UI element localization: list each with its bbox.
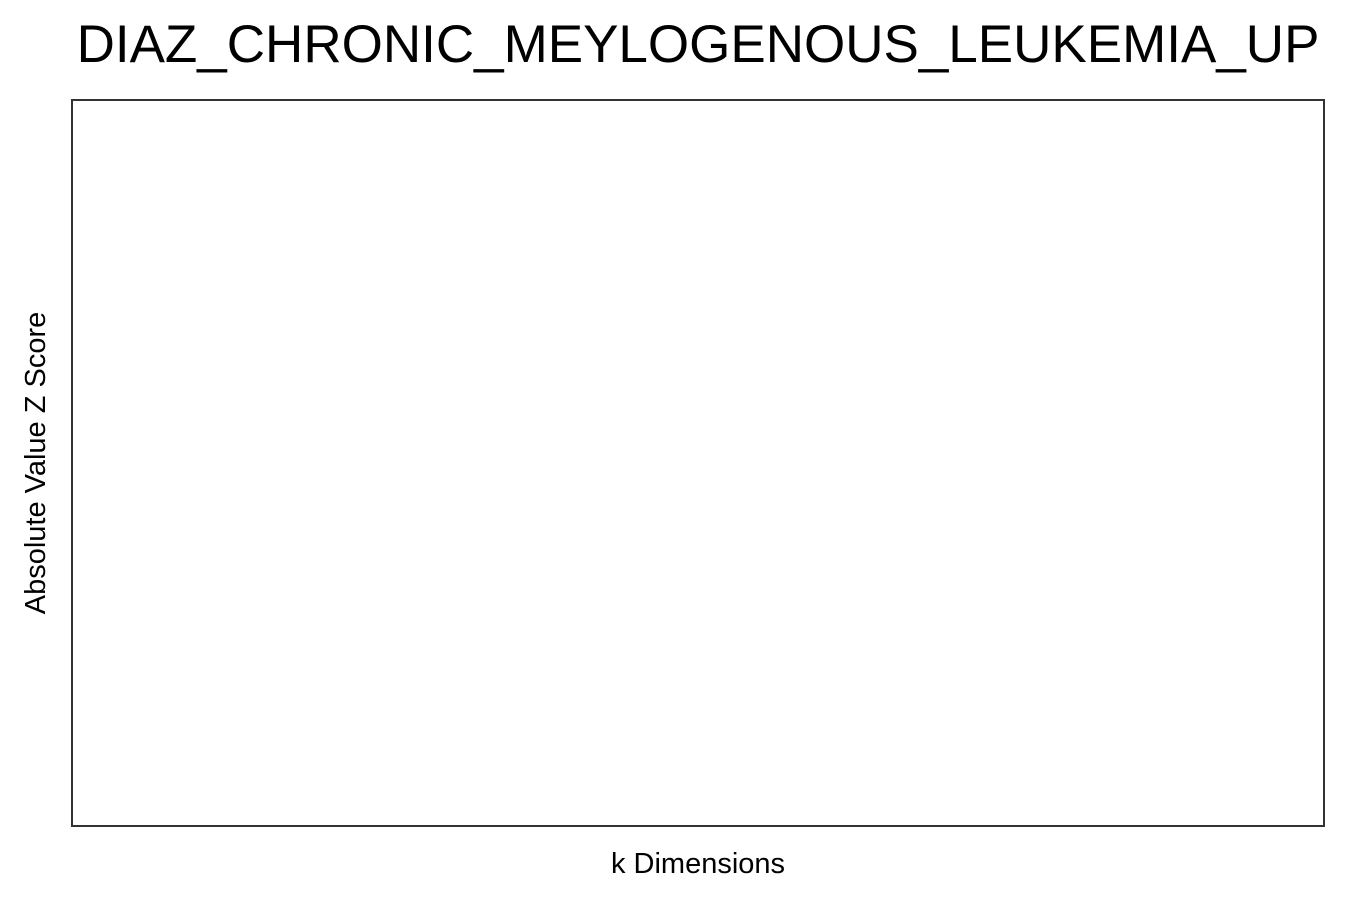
chart-title: DIAZ_CHRONIC_MEYLOGENOUS_LEUKEMIA_UP <box>76 15 1320 74</box>
plot-area <box>71 99 1325 827</box>
plot-canvas <box>73 101 1323 825</box>
y-axis-label: Absolute Value Z Score <box>20 311 52 615</box>
x-axis-label: k Dimensions <box>610 848 786 880</box>
